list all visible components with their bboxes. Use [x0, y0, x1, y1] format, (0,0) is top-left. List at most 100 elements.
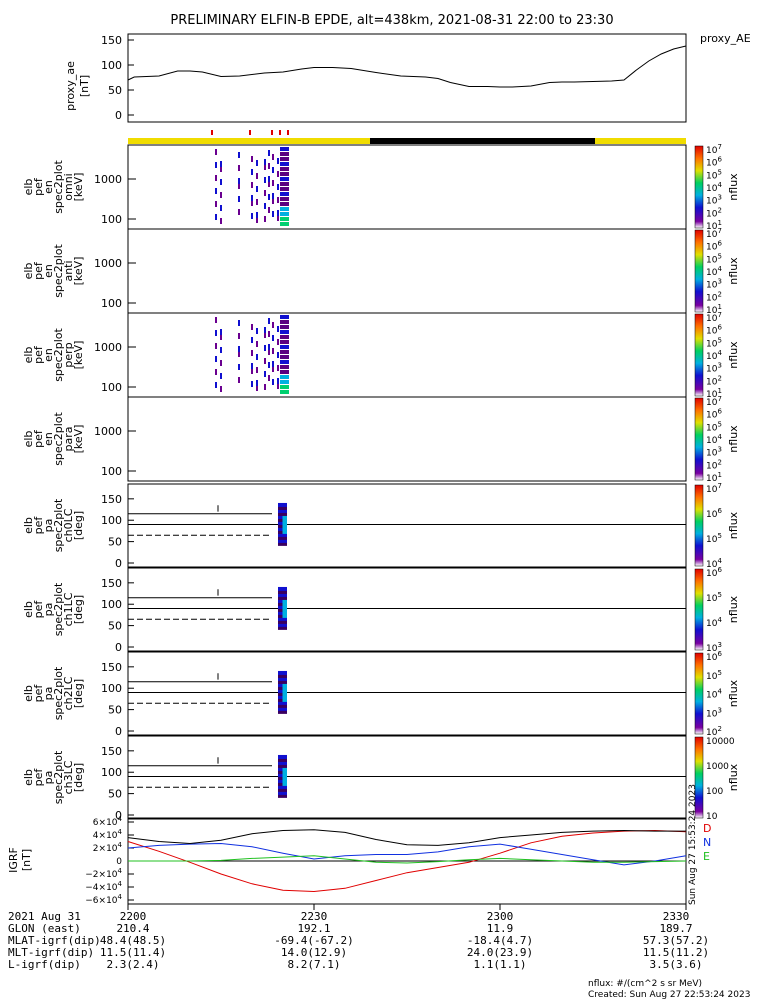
flux-pixel [285, 772, 287, 777]
flux-pixel [284, 697, 286, 702]
flux-pixel [281, 375, 283, 379]
ae-ytick-label: 50 [108, 84, 122, 97]
flux-pixel [287, 330, 289, 334]
flux-pixel [272, 198, 274, 204]
flux-pixel [268, 362, 270, 368]
table-cell: 1.1(1.1) [474, 958, 527, 971]
flux-pixel [268, 344, 270, 350]
flux-pixel [238, 377, 240, 383]
flux-pixel [282, 586, 284, 591]
flux-pixel [284, 207, 286, 211]
panel-ylabel: [keV] [72, 425, 85, 454]
table-cell: 48.4(48.5) [100, 934, 166, 947]
flux-pixel [281, 157, 283, 161]
flux-pixel [285, 514, 287, 519]
flux-pixel [282, 529, 284, 534]
flux-pixel [287, 350, 289, 354]
proxy-ae-frame [127, 33, 687, 123]
table-cell: 192.1 [297, 922, 330, 935]
flux-pixel [284, 595, 286, 600]
flux-pixel [278, 703, 280, 708]
flux-pixel [279, 511, 281, 516]
colorbar-tick-label: 101 [706, 303, 722, 316]
flux-pixel [251, 350, 253, 356]
spectrogram-ytick-label: 100 [101, 213, 122, 226]
flux-pixel [264, 177, 266, 183]
table-time-cell: 2300 [487, 910, 514, 923]
flux-pixel [284, 152, 286, 156]
flux-pixel [215, 356, 217, 362]
flux-pixel [281, 523, 283, 528]
flux-pixel [285, 766, 287, 771]
flux-pixel [282, 694, 284, 699]
flux-pixel [286, 177, 288, 181]
flux-pixel [280, 187, 282, 191]
orbit-tick [271, 130, 273, 135]
flux-pixel [281, 619, 283, 624]
colorbar-tick-label: 102 [706, 206, 722, 219]
flux-pixel [256, 212, 258, 218]
igrf-yunit: [nT] [20, 849, 33, 871]
flux-pixel [286, 147, 288, 151]
flux-pixel [215, 201, 217, 207]
flux-pixel [284, 685, 286, 690]
colorbar-tick-label: 101 [706, 387, 722, 400]
flux-pixel [251, 324, 253, 330]
flux-pixel [285, 505, 287, 510]
flux-pixel [286, 365, 288, 369]
flux-pixel [287, 152, 289, 156]
flux-pixel [238, 196, 240, 202]
flux-pixel [272, 361, 274, 367]
flux-pixel [284, 502, 286, 507]
colorbar-tick-label: 107 [706, 143, 722, 156]
panel-ylabel: para [62, 427, 75, 452]
colorbar-label: nflux [727, 763, 740, 791]
flux-pixel [282, 514, 284, 519]
flux-pixel [280, 335, 282, 339]
flux-pixel [281, 520, 283, 525]
flux-pixel [281, 532, 283, 537]
igrf-ytick-label: −4×104 [85, 880, 122, 893]
flux-pixel [282, 616, 284, 621]
flux-pixel [278, 622, 280, 627]
table-cell: 11.5(11.2) [643, 946, 709, 959]
flux-pixel [256, 380, 258, 386]
pitch-angle-colorbar [694, 484, 704, 567]
flux-pixel [281, 202, 283, 206]
pa-ytick-label: 0 [115, 809, 122, 822]
flux-pixel [284, 192, 286, 196]
flux-pixel [282, 526, 284, 531]
flux-pixel [281, 694, 283, 699]
flux-pixel [279, 616, 281, 621]
flux-pixel [284, 505, 286, 510]
flux-pixel [281, 355, 283, 359]
flux-pixel [284, 370, 286, 374]
flux-pixel [215, 330, 217, 336]
flux-pixel [287, 217, 289, 221]
flux-pixel [272, 322, 274, 328]
flux-pixel [286, 167, 288, 171]
flux-pixel [280, 380, 282, 384]
flux-pixel [220, 192, 222, 198]
flux-pixel [285, 616, 287, 621]
flux-pixel [280, 207, 282, 211]
flux-pixel [285, 592, 287, 597]
flux-pixel [281, 592, 283, 597]
flux-pixel [284, 212, 286, 216]
flux-pixel [281, 541, 283, 546]
flux-pixel [279, 595, 281, 600]
flux-pixel [281, 325, 283, 329]
flux-pixel [281, 604, 283, 609]
flux-pixel [281, 505, 283, 510]
pitch-angle-frame [127, 651, 687, 736]
flux-pixel [279, 763, 281, 768]
flux-pixel [279, 781, 281, 786]
panel-ylabel: ch0LC [62, 508, 75, 542]
flux-pixel [284, 694, 286, 699]
flux-pixel [287, 192, 289, 196]
side-stamp: Sun Aug 27 15:53:24 2023 [688, 784, 698, 905]
panel-ylabel: en [42, 180, 55, 194]
flux-pixel [277, 210, 279, 216]
flux-pixel [287, 320, 289, 324]
flux-pixel [279, 760, 281, 765]
